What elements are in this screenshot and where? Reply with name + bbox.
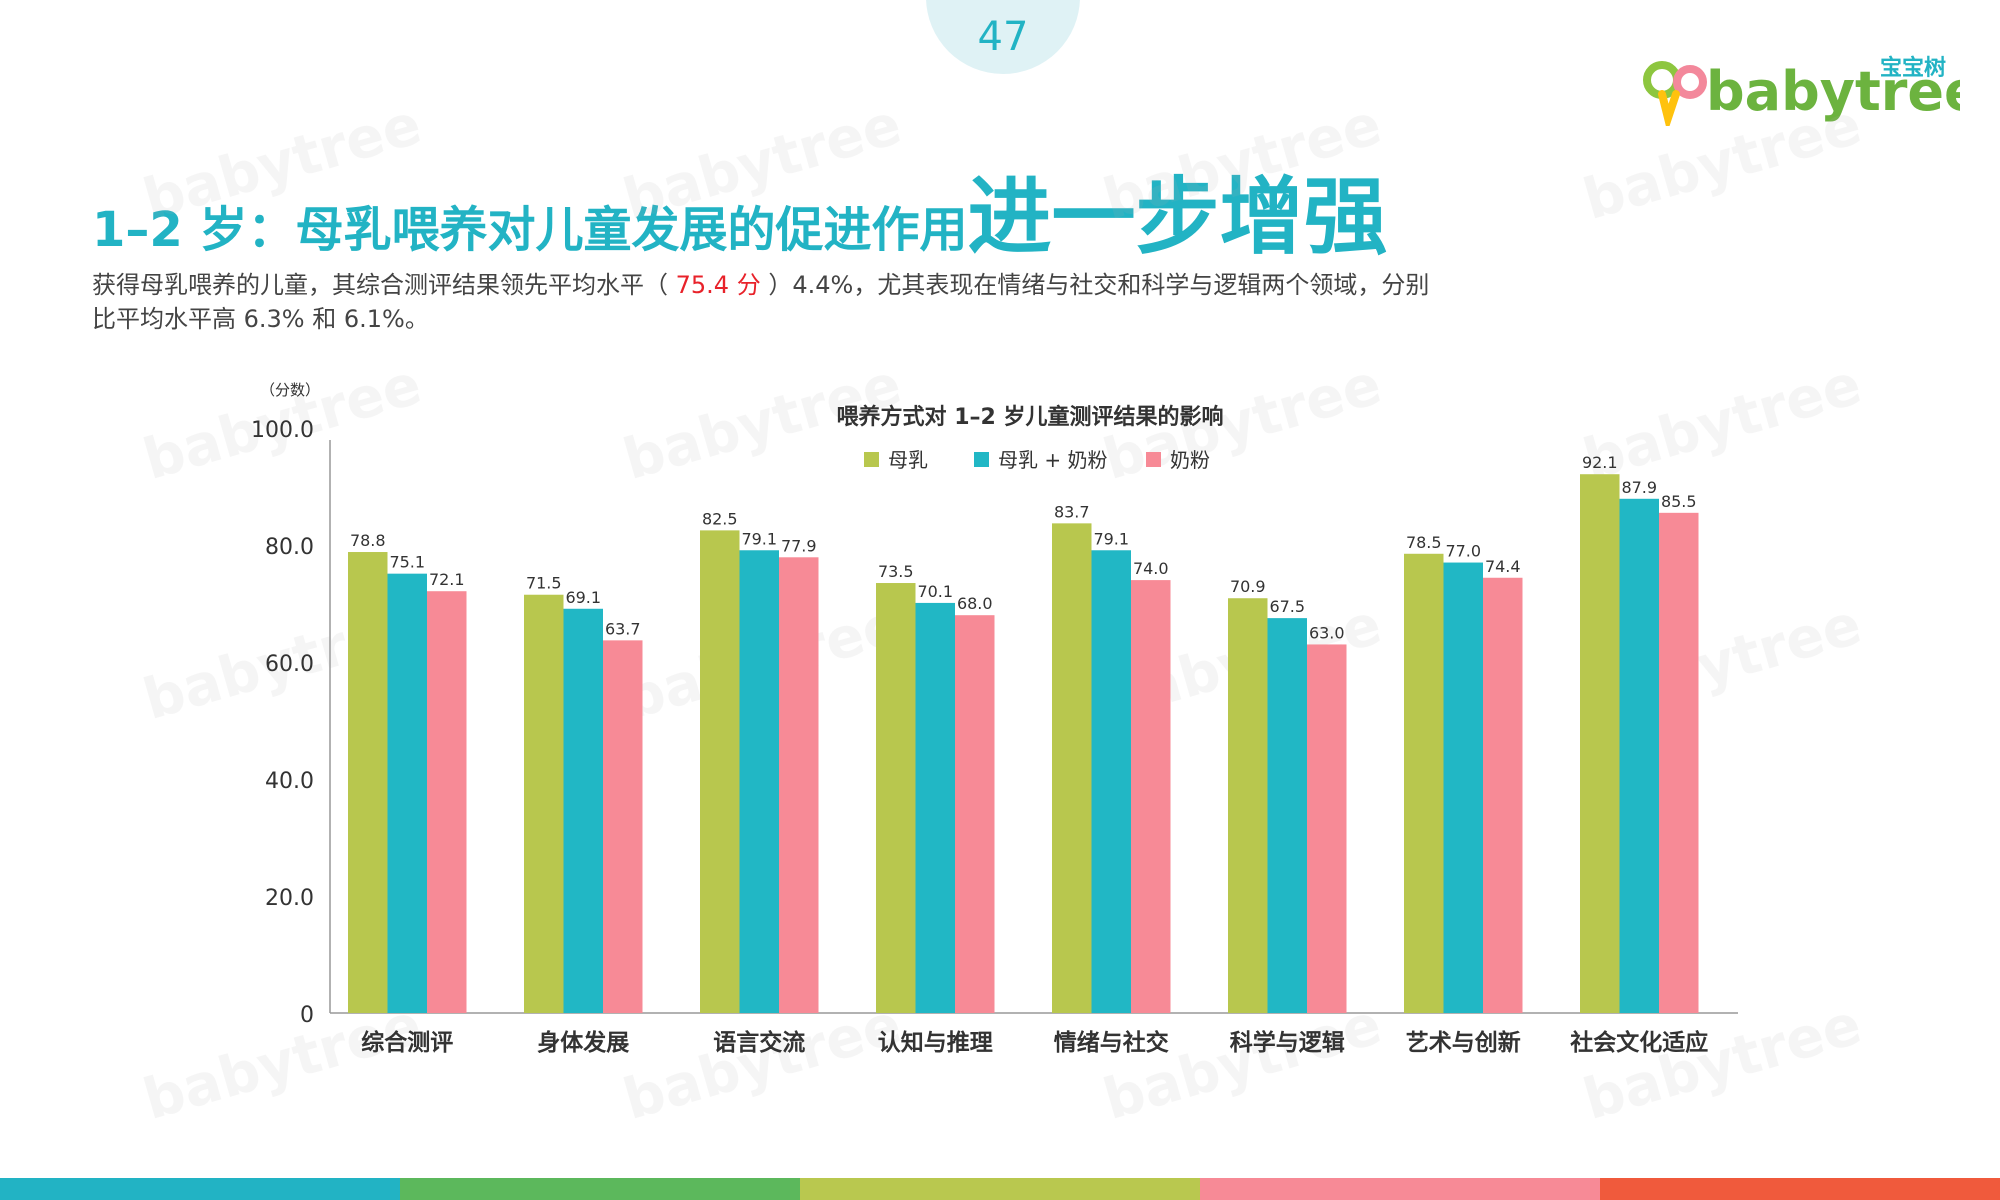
bar-6-1 — [1443, 562, 1483, 1013]
y-tick-label: 100.0 — [251, 418, 314, 443]
chart-title: 喂养方式对 1–2 岁儿童测评结果的影响 — [837, 404, 1224, 430]
bar-1-0 — [524, 594, 564, 1013]
logo-wordmark: babytree — [1706, 60, 1960, 123]
title-part-1: 1–2 岁：母乳喂养对儿童发展的促进作用 — [92, 202, 968, 258]
data-label: 68.0 — [957, 594, 993, 613]
bar-6-2 — [1483, 577, 1523, 1013]
data-label: 71.5 — [526, 574, 562, 593]
bar-2-2 — [779, 557, 819, 1013]
legend-swatch — [864, 452, 879, 467]
x-category-label: 语言交流 — [713, 1029, 805, 1056]
legend-swatch — [974, 452, 989, 467]
data-label: 70.1 — [917, 582, 953, 601]
data-label: 78.8 — [350, 531, 386, 550]
bar-1-2 — [603, 640, 643, 1013]
bottom-bar-segment — [0, 1178, 400, 1200]
x-category-label: 科学与逻辑 — [1230, 1029, 1345, 1056]
bar-4-0 — [1052, 523, 1092, 1013]
babytree-logo-icon: babytree — [1643, 60, 1981, 133]
babytree-logo: babytree — [1640, 48, 1981, 133]
bottom-bar-segment — [400, 1178, 800, 1200]
legend-label: 母乳 — [888, 448, 928, 472]
data-label: 72.1 — [429, 570, 465, 589]
legend-label: 奶粉 — [1170, 448, 1210, 472]
y-axis-unit-label: （分数） — [260, 381, 320, 399]
bar-4-1 — [1091, 550, 1131, 1013]
y-tick-label: 20.0 — [265, 886, 314, 911]
bar-1-1 — [563, 608, 603, 1013]
bar-2-0 — [700, 530, 740, 1013]
legend-swatch — [1146, 452, 1161, 467]
bar-5-2 — [1307, 644, 1347, 1013]
data-label: 82.5 — [702, 509, 738, 528]
bottom-bar-segment — [800, 1178, 1200, 1200]
bottom-color-bar — [0, 1178, 2000, 1200]
data-label: 74.0 — [1133, 559, 1169, 578]
data-label: 63.0 — [1309, 623, 1345, 642]
bar-4-2 — [1131, 580, 1171, 1013]
data-label: 92.1 — [1582, 453, 1618, 472]
x-category-label: 艺术与创新 — [1406, 1029, 1521, 1056]
bar-3-1 — [915, 602, 955, 1013]
data-label: 83.7 — [1054, 502, 1090, 521]
x-category-label: 情绪与社交 — [1054, 1029, 1169, 1056]
bar-chart: 喂养方式对 1–2 岁儿童测评结果的影响 （分数） 母乳 母乳 + 奶粉 奶粉 0 20.0… — [251, 381, 1738, 1056]
data-label: 77.0 — [1445, 542, 1481, 561]
bar-7-0 — [1580, 474, 1620, 1014]
y-tick-label: 0 — [300, 1003, 314, 1028]
description-text-before: 获得母乳喂养的儿童，其综合测评结果领先平均水平（ — [92, 271, 676, 299]
bar-5-1 — [1267, 618, 1307, 1013]
data-label: 79.1 — [1093, 529, 1129, 548]
bar-0-0 — [348, 552, 388, 1013]
bottom-bar-segment — [1200, 1178, 1600, 1200]
x-category-label: 认知与推理 — [878, 1029, 993, 1056]
data-label: 87.9 — [1621, 478, 1657, 497]
x-category-label: 社会文化适应 — [1570, 1029, 1708, 1056]
data-label: 85.5 — [1661, 492, 1697, 511]
data-label: 77.9 — [781, 536, 817, 555]
bar-2-1 — [739, 550, 779, 1013]
data-label: 79.1 — [741, 529, 777, 548]
x-category-label: 综合测评 — [361, 1029, 453, 1056]
x-category-label: 身体发展 — [537, 1029, 629, 1056]
bar-7-1 — [1619, 498, 1659, 1013]
y-tick-label: 60.0 — [265, 652, 314, 677]
description-highlight: 75.4 分 — [675, 271, 761, 299]
page-title: 1–2 岁：母乳喂养对儿童发展的促进作用进一步增强 — [92, 150, 1388, 271]
bar-3-2 — [955, 615, 995, 1013]
y-tick-label: 40.0 — [265, 769, 314, 794]
data-label: 73.5 — [878, 562, 914, 581]
data-label: 69.1 — [565, 588, 601, 607]
y-tick-label: 80.0 — [265, 535, 314, 560]
bar-6-0 — [1404, 553, 1444, 1013]
title-part-2-emphasis: 进一步增强 — [967, 168, 1388, 266]
bar-5-0 — [1228, 598, 1268, 1013]
bottom-bar-segment — [1600, 1178, 2000, 1200]
description-paragraph: 获得母乳喂养的儿童，其综合测评结果领先平均水平（ 75.4 分 ）4.4%，尤其… — [92, 268, 1452, 336]
data-label: 75.1 — [389, 553, 425, 572]
description-text-after: ）4.4%，尤其表现在情绪与社交和科学与逻辑两个领域，分别比平均水平高 6.3%… — [92, 271, 1430, 333]
page-number: 47 — [977, 14, 1029, 60]
data-label: 67.5 — [1269, 597, 1305, 616]
legend-label: 母乳 + 奶粉 — [998, 448, 1107, 472]
bar-7-2 — [1659, 512, 1699, 1013]
data-label: 78.5 — [1406, 533, 1442, 552]
logo-chinese-text: 宝宝树 — [1880, 56, 1947, 81]
bar-0-1 — [387, 573, 427, 1013]
data-label: 74.4 — [1485, 557, 1521, 576]
bar-3-0 — [876, 583, 916, 1013]
data-label: 70.9 — [1230, 577, 1266, 596]
bar-0-2 — [427, 591, 467, 1013]
data-label: 63.7 — [605, 619, 641, 638]
